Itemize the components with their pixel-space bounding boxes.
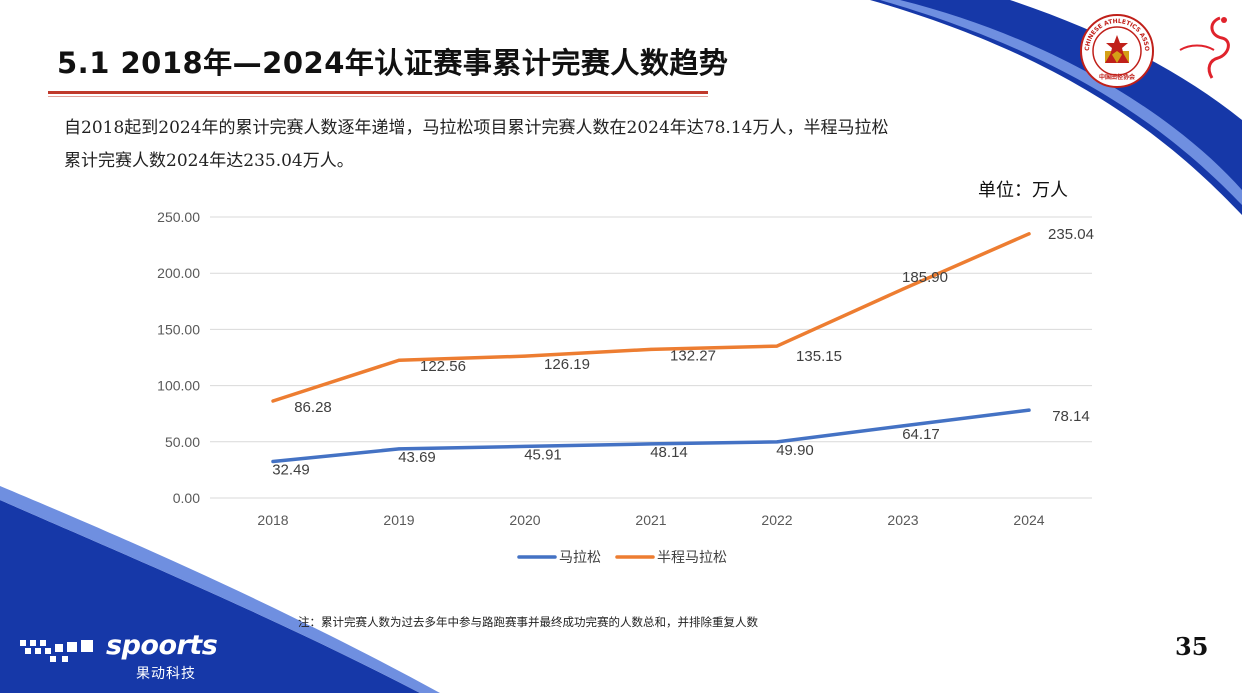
- description: 自2018起到2024年的累计完赛人数逐年递增，马拉松项目累计完赛人数在2024…: [64, 112, 1044, 178]
- x-tick-label: 2023: [887, 512, 918, 528]
- brand-logo: spoorts 果动科技: [20, 630, 220, 686]
- x-tick-label: 2021: [635, 512, 666, 528]
- data-label: 48.14: [650, 444, 688, 461]
- data-point: [901, 424, 905, 428]
- legend-label: 半程马拉松: [657, 549, 727, 565]
- bottom-left-swoosh: [0, 500, 420, 693]
- data-point: [523, 444, 527, 448]
- page-title: 5.1 2018年—2024年认证赛事累计完赛人数趋势: [57, 46, 729, 80]
- runner-logo-icon: [1179, 16, 1230, 79]
- data-label: 43.69: [398, 449, 436, 466]
- data-point: [649, 347, 653, 351]
- title-underline-thin: [48, 96, 708, 97]
- y-tick-label: 200.00: [157, 265, 200, 281]
- data-label: 126.19: [544, 356, 590, 373]
- data-label: 132.27: [670, 347, 716, 364]
- data-point: [397, 358, 401, 362]
- y-tick-label: 50.00: [165, 434, 200, 450]
- data-label: 86.28: [294, 399, 332, 416]
- data-point: [775, 440, 779, 444]
- data-point: [397, 447, 401, 451]
- data-label: 78.14: [1052, 408, 1090, 425]
- title-underline: [48, 91, 708, 94]
- y-tick-label: 250.00: [157, 209, 200, 225]
- footnote: 注：累计完赛人数为过去多年中参与路跑赛事并最终成功完赛的人数总和，并排除重复人数: [298, 615, 758, 629]
- data-point: [1027, 232, 1031, 236]
- data-point: [649, 442, 653, 446]
- description-line-2: 累计完赛人数2024年达235.04万人。: [64, 151, 354, 171]
- x-tick-label: 2022: [761, 512, 792, 528]
- y-tick-label: 0.00: [173, 490, 200, 506]
- data-label: 135.15: [796, 348, 842, 365]
- data-point: [1027, 408, 1031, 412]
- y-tick-label: 150.00: [157, 321, 200, 337]
- y-tick-label: 100.00: [157, 378, 200, 394]
- unit-label: 单位：万人: [978, 180, 1068, 201]
- data-point: [775, 344, 779, 348]
- data-label: 45.91: [524, 446, 562, 463]
- x-tick-label: 2020: [509, 512, 540, 528]
- x-tick-label: 2018: [257, 512, 288, 528]
- data-label: 32.49: [272, 461, 310, 478]
- legend-label: 马拉松: [559, 549, 601, 565]
- pixel-flag-icon: [20, 640, 93, 662]
- page-number: 35: [1175, 632, 1209, 661]
- brand-subtitle: 果动科技: [136, 666, 196, 682]
- top-right-white-inset: [1010, 0, 1242, 120]
- description-line-1: 自2018起到2024年的累计完赛人数逐年递增，马拉松项目累计完赛人数在2024…: [64, 118, 889, 138]
- data-point: [901, 287, 905, 291]
- series-line-half-marathon: [271, 232, 1031, 403]
- brand-wordmark: spoorts: [106, 630, 218, 661]
- data-label: 122.56: [420, 358, 466, 375]
- data-label: 185.90: [902, 269, 948, 286]
- x-tick-label: 2024: [1013, 512, 1044, 528]
- data-point: [271, 399, 275, 403]
- data-label: 235.04: [1048, 226, 1094, 243]
- data-label: 49.90: [776, 442, 814, 459]
- data-label: 64.17: [902, 426, 940, 443]
- bottom-left-swoosh-light: [0, 486, 440, 693]
- x-tick-label: 2019: [383, 512, 414, 528]
- chinese-athletics-association-emblem-icon: CHINESE ATHLETICS ASSOCIATION 中国田径协会: [1079, 13, 1154, 88]
- data-point: [271, 459, 275, 463]
- data-point: [523, 354, 527, 358]
- emblem-bottom-text: 中国田径协会: [1099, 73, 1136, 81]
